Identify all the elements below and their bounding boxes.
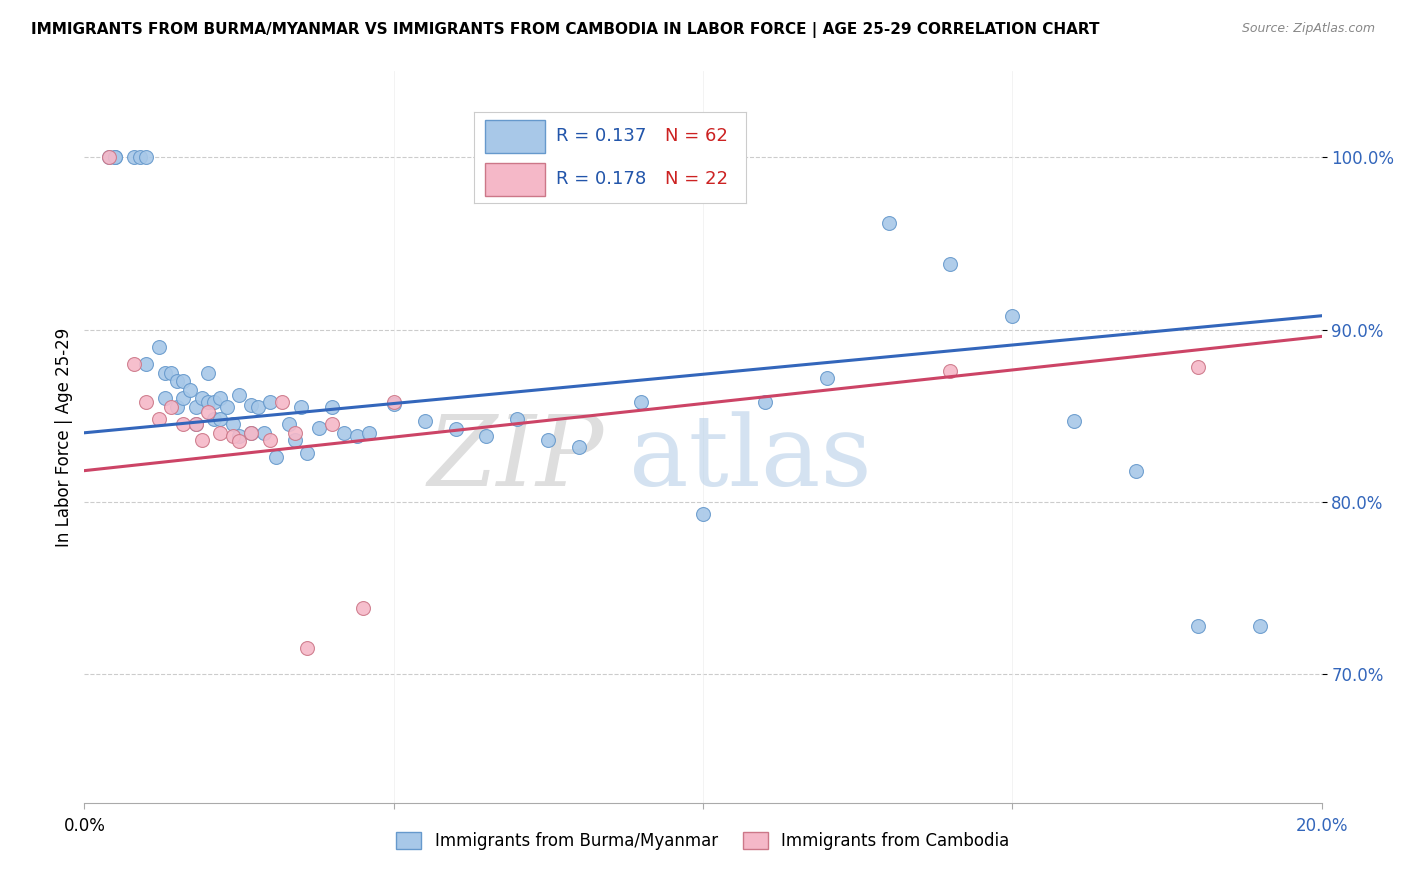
Point: [209, 425, 232, 440]
Point: [197, 394, 219, 409]
Point: [692, 507, 714, 521]
Point: [321, 417, 343, 432]
Point: [197, 366, 219, 380]
Point: [240, 425, 263, 440]
Point: [166, 400, 188, 414]
Point: [184, 400, 207, 414]
Point: [284, 425, 307, 440]
Text: 20.0%: 20.0%: [1295, 816, 1348, 835]
Point: [277, 417, 299, 432]
Point: [172, 417, 194, 432]
Point: [166, 374, 188, 388]
Text: 0.0%: 0.0%: [63, 816, 105, 835]
Point: [240, 425, 263, 440]
Point: [444, 422, 467, 436]
Point: [321, 400, 343, 414]
Point: [172, 392, 194, 406]
Point: [259, 394, 281, 409]
Point: [877, 216, 900, 230]
Point: [1187, 618, 1209, 632]
Point: [333, 425, 356, 440]
Point: [135, 394, 157, 409]
Point: [382, 394, 405, 409]
Point: [184, 417, 207, 432]
Point: [815, 370, 838, 384]
Point: [191, 392, 214, 406]
Point: [222, 429, 245, 443]
Point: [209, 392, 232, 406]
Point: [246, 400, 269, 414]
Point: [308, 420, 330, 434]
Text: IMMIGRANTS FROM BURMA/MYANMAR VS IMMIGRANTS FROM CAMBODIA IN LABOR FORCE | AGE 2: IMMIGRANTS FROM BURMA/MYANMAR VS IMMIGRA…: [31, 22, 1099, 38]
Point: [754, 394, 776, 409]
Point: [202, 412, 225, 426]
Point: [153, 392, 176, 406]
Point: [630, 394, 652, 409]
Text: Source: ZipAtlas.com: Source: ZipAtlas.com: [1241, 22, 1375, 36]
Point: [135, 357, 157, 371]
Point: [179, 383, 201, 397]
Point: [172, 374, 194, 388]
Point: [160, 366, 183, 380]
Point: [568, 440, 591, 454]
Text: atlas: atlas: [628, 411, 872, 507]
Point: [98, 150, 121, 164]
Point: [506, 412, 529, 426]
Point: [259, 433, 281, 447]
Text: ZIP: ZIP: [427, 411, 605, 507]
Point: [98, 150, 121, 164]
Point: [271, 394, 294, 409]
Point: [202, 394, 225, 409]
Point: [1063, 414, 1085, 428]
Point: [222, 417, 245, 432]
Y-axis label: In Labor Force | Age 25-29: In Labor Force | Age 25-29: [55, 327, 73, 547]
Point: [104, 150, 127, 164]
Point: [939, 257, 962, 271]
Point: [352, 601, 374, 615]
Point: [1125, 464, 1147, 478]
Point: [290, 400, 312, 414]
Point: [537, 433, 560, 447]
Legend: Immigrants from Burma/Myanmar, Immigrants from Cambodia: Immigrants from Burma/Myanmar, Immigrant…: [389, 825, 1017, 856]
Point: [228, 434, 250, 449]
Point: [160, 400, 183, 414]
Point: [148, 412, 170, 426]
Point: [1001, 309, 1024, 323]
Point: [382, 396, 405, 410]
Point: [284, 433, 307, 447]
Point: [135, 150, 157, 164]
Point: [475, 429, 498, 443]
Point: [122, 357, 145, 371]
Point: [153, 366, 176, 380]
Point: [209, 412, 232, 426]
Point: [122, 150, 145, 164]
Point: [148, 340, 170, 354]
Point: [939, 364, 962, 378]
Point: [104, 150, 127, 164]
Point: [295, 640, 318, 655]
Point: [184, 417, 207, 432]
Point: [228, 429, 250, 443]
Point: [1249, 618, 1271, 632]
Point: [253, 425, 276, 440]
Point: [129, 150, 152, 164]
Point: [295, 446, 318, 460]
Point: [346, 429, 368, 443]
Point: [240, 398, 263, 412]
Point: [215, 400, 238, 414]
Point: [264, 450, 287, 464]
Point: [357, 425, 380, 440]
Point: [197, 405, 219, 419]
Point: [191, 433, 214, 447]
Point: [1187, 360, 1209, 375]
Point: [413, 414, 436, 428]
Point: [228, 388, 250, 402]
